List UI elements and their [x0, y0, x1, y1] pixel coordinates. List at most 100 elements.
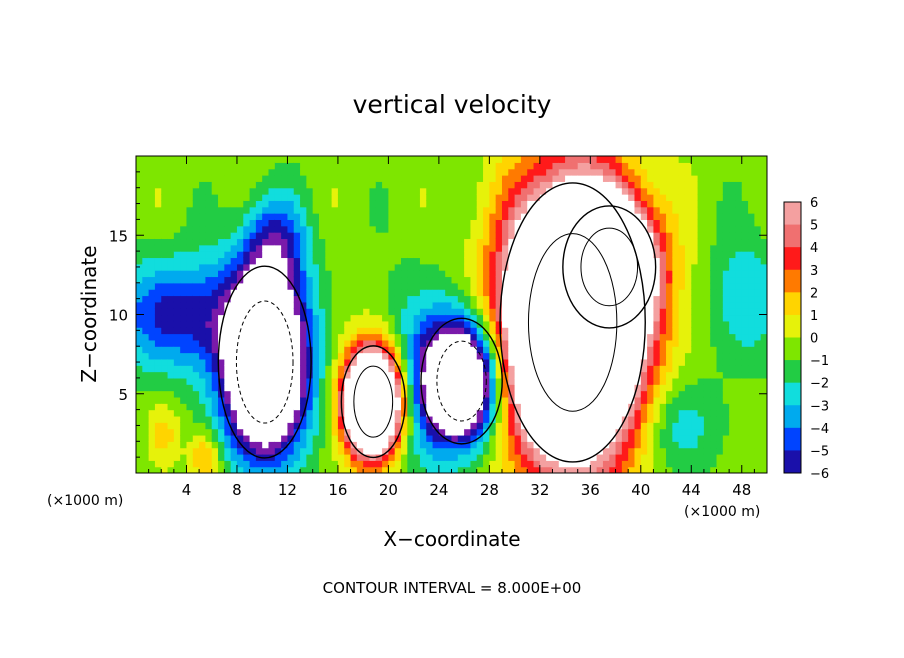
heatmap-cell [571, 403, 579, 411]
heatmap-cell [255, 466, 263, 473]
heatmap-cell [602, 244, 610, 252]
heatmap-cell [236, 314, 244, 322]
heatmap-cell [508, 282, 516, 290]
heatmap-cell [180, 244, 188, 252]
heatmap-cell [703, 403, 711, 411]
heatmap-cell [546, 276, 554, 284]
heatmap-cell [520, 460, 528, 468]
heatmap-cell [268, 371, 276, 379]
heatmap-cell [760, 200, 767, 208]
heatmap-cell [249, 333, 257, 341]
heatmap-cell [356, 428, 364, 436]
heatmap-cell [300, 200, 307, 208]
heatmap-cell [684, 441, 692, 449]
heatmap-cell [438, 270, 446, 278]
heatmap-cell [552, 403, 560, 411]
heatmap-cell [653, 206, 661, 214]
heatmap-cell [476, 422, 484, 430]
heatmap-cell [571, 422, 579, 430]
heatmap-cell [224, 213, 232, 220]
heatmap-cell [268, 415, 276, 423]
heatmap-cell [394, 257, 402, 265]
heatmap-cell [249, 434, 257, 442]
heatmap-cell [748, 327, 755, 335]
heatmap-cell [760, 453, 767, 461]
heatmap-cell [325, 213, 333, 220]
heatmap-cell [186, 434, 194, 442]
heatmap-cell [419, 213, 427, 220]
heatmap-cell [501, 403, 509, 411]
heatmap-cell [318, 466, 326, 473]
heatmap-cell [375, 238, 383, 246]
heatmap-cell [167, 232, 175, 240]
heatmap-cell [501, 187, 509, 195]
heatmap-cell [205, 282, 213, 290]
heatmap-cell [249, 219, 257, 227]
heatmap-cell [344, 251, 352, 259]
heatmap-cell [596, 415, 604, 423]
heatmap-cell [281, 232, 289, 240]
heatmap-cell [457, 282, 465, 290]
heatmap-cell [249, 257, 257, 265]
heatmap-cell [388, 339, 396, 347]
heatmap-cell [546, 156, 554, 163]
heatmap-cell [318, 213, 326, 220]
heatmap-cell [647, 206, 655, 214]
heatmap-cell [684, 295, 692, 303]
heatmap-cell [344, 371, 352, 379]
heatmap-cell [218, 187, 225, 195]
heatmap-cell [211, 453, 219, 461]
heatmap-cell [672, 213, 680, 220]
heatmap-cell [754, 194, 762, 201]
heatmap-cell [457, 434, 465, 442]
heatmap-cell [640, 434, 648, 442]
heatmap-cell [218, 409, 225, 417]
heatmap-cell [716, 175, 724, 182]
heatmap-cell [672, 232, 680, 240]
heatmap-cell [413, 308, 421, 316]
heatmap-cell [230, 168, 238, 176]
heatmap-cell [236, 346, 244, 354]
heatmap-cell [407, 422, 415, 430]
heatmap-cell [306, 453, 314, 461]
heatmap-cell [552, 434, 560, 442]
heatmap-cell [571, 453, 579, 461]
heatmap-cell [274, 175, 282, 182]
heatmap-cell [602, 441, 610, 449]
heatmap-cell [710, 282, 718, 290]
heatmap-cell [590, 346, 598, 354]
heatmap-cell [703, 213, 711, 220]
heatmap-cell [539, 301, 547, 309]
heatmap-cell [344, 238, 352, 246]
heatmap-cell [325, 403, 333, 411]
heatmap-cell [293, 162, 301, 170]
heatmap-cell [438, 403, 446, 411]
heatmap-cell [533, 409, 541, 417]
heatmap-cell [186, 162, 194, 170]
heatmap-cell [666, 409, 673, 417]
heatmap-cell [173, 358, 181, 366]
heatmap-cell [470, 244, 478, 252]
heatmap-cell [533, 238, 541, 246]
heatmap-cell [255, 358, 263, 366]
heatmap-cell [173, 238, 181, 246]
heatmap-cell [571, 352, 579, 360]
heatmap-cell [312, 244, 320, 252]
heatmap-cell [451, 263, 459, 271]
heatmap-cell [672, 428, 680, 436]
heatmap-cell [470, 225, 478, 233]
heatmap-cell [350, 314, 358, 322]
heatmap-cell [268, 396, 276, 404]
heatmap-cell [451, 403, 459, 411]
heatmap-cell [659, 213, 667, 220]
heatmap-cell [672, 422, 680, 430]
heatmap-cell [539, 390, 547, 398]
heatmap-cell [602, 219, 610, 227]
heatmap-cell [590, 257, 598, 265]
heatmap-cell [590, 213, 598, 220]
heatmap-cell [691, 415, 699, 423]
heatmap-cell [161, 441, 169, 449]
heatmap-cell [716, 365, 724, 373]
heatmap-cell [293, 346, 301, 354]
heatmap-cell [211, 403, 219, 411]
